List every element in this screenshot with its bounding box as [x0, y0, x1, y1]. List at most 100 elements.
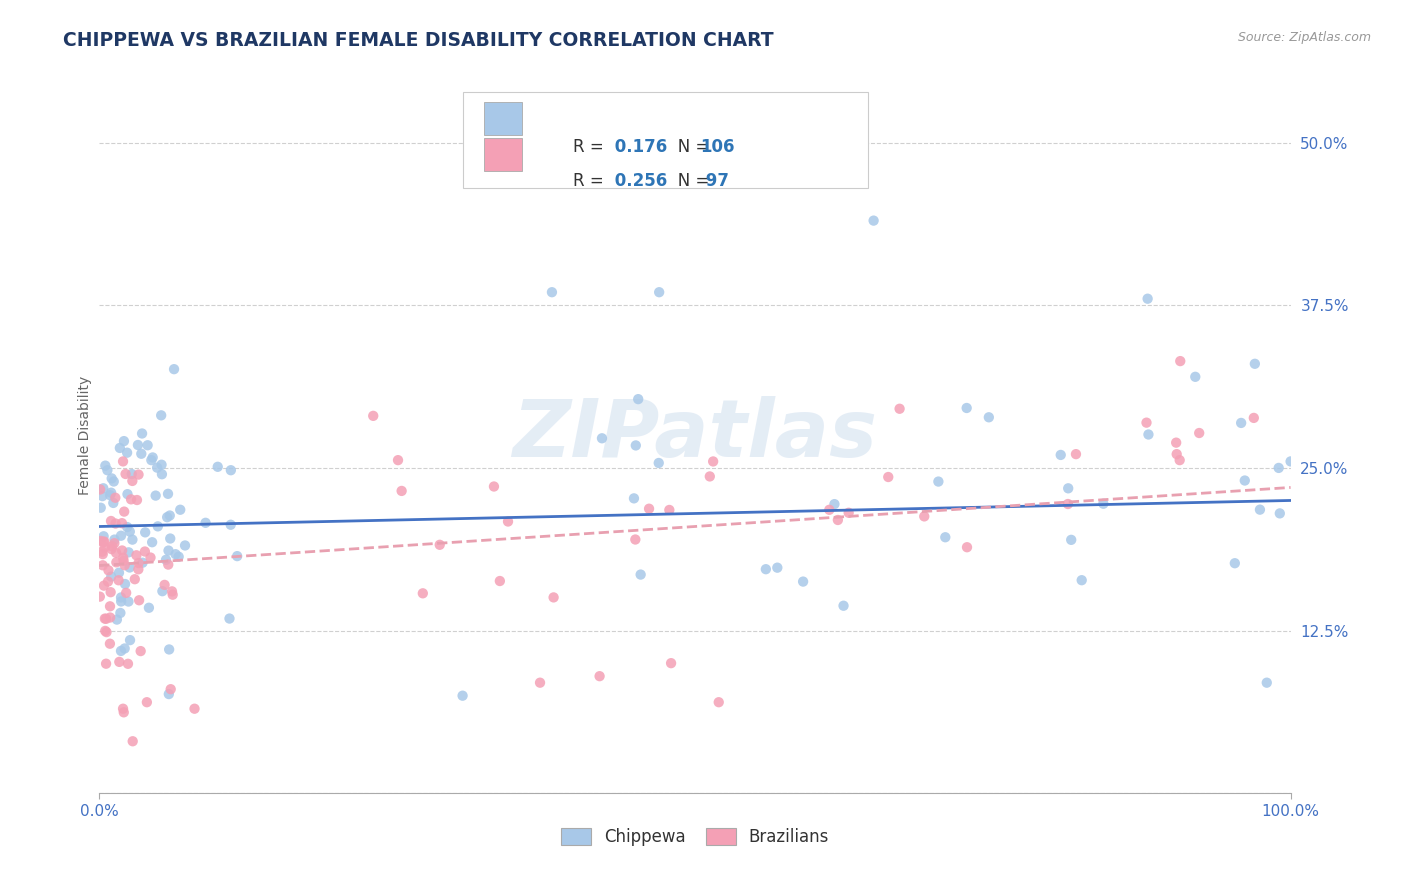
Point — [97, 574, 120, 589]
Point — [136, 438, 159, 452]
Point — [1268, 507, 1291, 521]
Point — [131, 447, 153, 461]
Point — [862, 213, 884, 227]
Point — [131, 426, 153, 441]
Point — [134, 525, 156, 540]
Point — [1166, 435, 1188, 450]
Point — [128, 467, 150, 482]
Point — [146, 460, 169, 475]
Point — [131, 556, 153, 570]
Point — [141, 535, 163, 549]
Point — [159, 682, 181, 697]
Point — [112, 505, 135, 519]
Point — [541, 285, 564, 300]
Point — [588, 669, 610, 683]
Point — [96, 625, 118, 640]
Point — [169, 502, 191, 516]
Point — [100, 569, 122, 583]
Point — [93, 534, 115, 549]
Point — [832, 599, 855, 613]
Point — [114, 577, 136, 591]
Point — [90, 533, 112, 548]
Point — [150, 409, 173, 423]
Point — [838, 506, 860, 520]
Point — [90, 500, 112, 515]
Point — [391, 483, 413, 498]
Point — [1168, 453, 1191, 467]
Point — [1060, 533, 1083, 547]
Point — [1136, 292, 1159, 306]
Point — [112, 706, 135, 720]
Point — [699, 469, 721, 483]
Text: R =: R = — [574, 137, 609, 155]
Point — [219, 463, 242, 477]
Point — [482, 479, 505, 493]
Point — [1168, 354, 1191, 368]
Point — [1137, 427, 1160, 442]
Text: N =: N = — [662, 172, 714, 190]
Point — [157, 558, 180, 572]
Point — [157, 642, 180, 657]
Point — [105, 613, 128, 627]
Point — [927, 475, 949, 489]
Point — [98, 599, 121, 614]
Point — [1184, 369, 1206, 384]
Point — [114, 641, 136, 656]
Point — [104, 516, 127, 531]
Point — [218, 611, 240, 625]
Point — [93, 579, 115, 593]
Point — [1057, 481, 1080, 495]
Point — [1049, 448, 1071, 462]
Point — [162, 588, 184, 602]
Text: ZIPatlas: ZIPatlas — [512, 396, 877, 475]
Point — [1256, 675, 1278, 690]
Point — [167, 549, 190, 564]
Point — [141, 453, 163, 467]
Point — [112, 554, 135, 568]
Point — [1233, 474, 1256, 488]
Point — [1057, 497, 1080, 511]
Point — [100, 542, 122, 557]
Text: 0.176: 0.176 — [609, 137, 666, 155]
Point — [1135, 416, 1157, 430]
Point — [153, 578, 176, 592]
Point — [111, 543, 134, 558]
Point — [207, 459, 229, 474]
Point — [956, 401, 979, 415]
Point — [429, 538, 451, 552]
Point — [1267, 461, 1289, 475]
Point — [1249, 502, 1271, 516]
Point — [755, 562, 778, 576]
Point — [118, 545, 141, 559]
Point — [118, 560, 141, 574]
Text: 0.256: 0.256 — [609, 172, 666, 190]
Point — [93, 535, 115, 549]
Point — [97, 563, 120, 577]
Point — [1064, 447, 1087, 461]
Point — [118, 633, 141, 648]
Point — [174, 539, 197, 553]
Point — [118, 524, 141, 539]
Point — [94, 657, 117, 671]
Point — [91, 545, 114, 559]
Point — [89, 483, 111, 497]
Point — [93, 541, 115, 555]
FancyBboxPatch shape — [484, 138, 522, 170]
Point — [1279, 454, 1302, 468]
Point — [129, 644, 152, 658]
Point — [128, 593, 150, 607]
Point — [624, 533, 647, 547]
Point — [489, 574, 512, 588]
Point — [100, 471, 122, 485]
Point — [108, 655, 131, 669]
Point — [110, 606, 132, 620]
Point — [155, 553, 177, 567]
Point — [103, 475, 125, 489]
Point — [889, 401, 911, 416]
Point — [112, 550, 135, 565]
Point — [108, 566, 131, 580]
Point — [624, 438, 647, 452]
Point — [125, 493, 148, 508]
Point — [912, 509, 935, 524]
Point — [103, 533, 125, 547]
